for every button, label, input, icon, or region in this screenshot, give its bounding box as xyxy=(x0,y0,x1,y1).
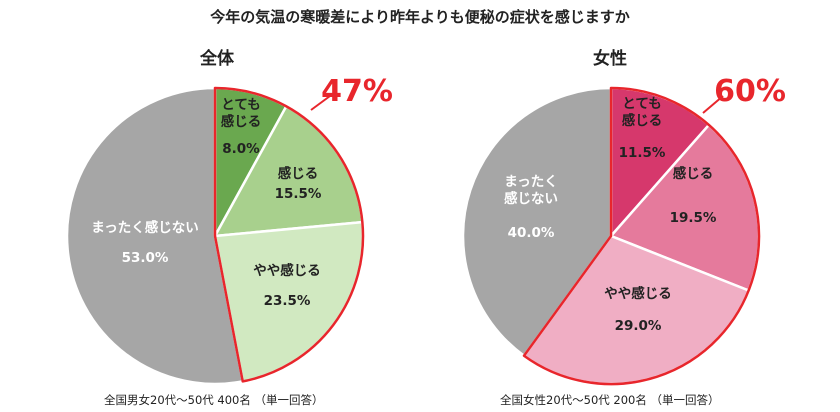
highlight-total-label-1: 60% xyxy=(714,74,786,109)
pie-slice-0-3 xyxy=(65,86,245,386)
highlight-outline-0 xyxy=(213,86,365,383)
slice-label-1-3: まったく感じない xyxy=(504,174,558,207)
slice-value-0-0: 8.0% xyxy=(222,141,260,157)
slice-value-0-3: 53.0% xyxy=(122,250,169,266)
highlight-leader-line-0 xyxy=(310,95,331,111)
slice-label-0-0: とても感じる xyxy=(221,97,262,130)
sample-note-female: 全国女性20代～50代 200名 （単一回答） xyxy=(500,393,720,407)
slice-value-0-1: 15.5% xyxy=(275,186,322,202)
pie-title-overall: 全体 xyxy=(200,49,234,69)
highlight-outline-1 xyxy=(522,86,761,386)
pie-slice-1-3 xyxy=(461,86,613,358)
slice-label-0-1: 感じる xyxy=(278,165,319,182)
slice-label-0-2: やや感じる xyxy=(253,262,321,279)
pie-title-female: 女性 xyxy=(593,49,627,69)
slice-value-0-2: 23.5% xyxy=(264,293,311,309)
slice-value-1-3: 40.0% xyxy=(508,225,555,241)
highlight-leader-line-1 xyxy=(702,95,724,114)
slice-value-1-2: 29.0% xyxy=(615,318,662,334)
chart-main-title: 今年の気温の寒暖差により昨年よりも便秘の症状を感じますか xyxy=(210,8,630,26)
slice-label-1-0: とても感じる xyxy=(622,96,663,129)
slice-value-1-0: 11.5% xyxy=(619,145,666,161)
highlight-total-label-0: 47% xyxy=(321,74,393,109)
slice-value-1-1: 19.5% xyxy=(670,210,717,226)
slice-label-0-3: まったく感じない xyxy=(91,219,198,236)
slice-label-1-1: 感じる xyxy=(673,165,714,182)
slice-label-1-2: やや感じる xyxy=(604,285,672,302)
sample-note-overall: 全国男女20代～50代 400名 （単一回答） xyxy=(104,393,324,407)
